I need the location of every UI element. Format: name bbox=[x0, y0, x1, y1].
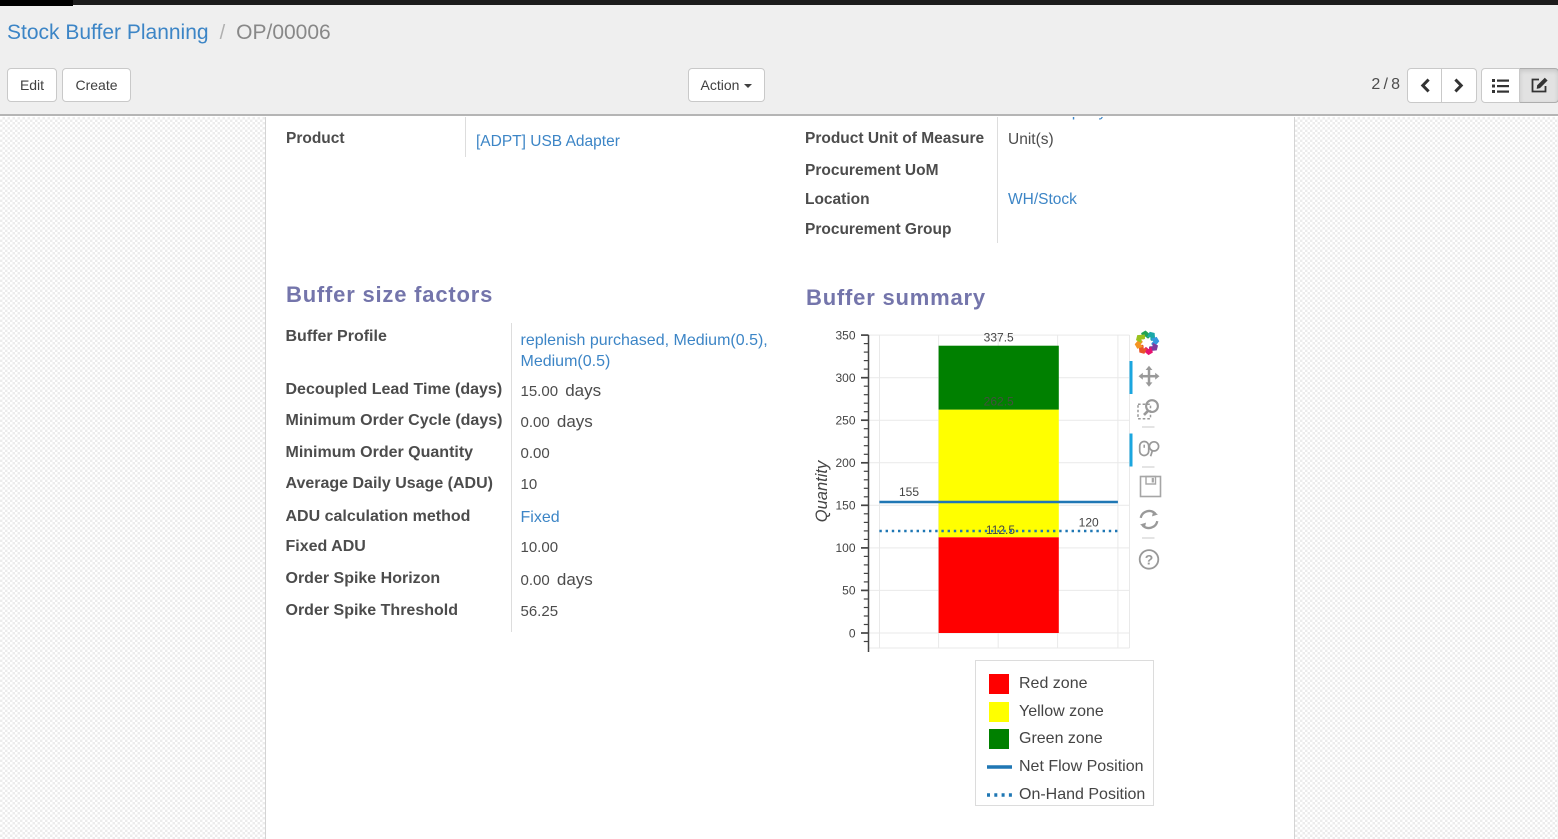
svg-text:262.5: 262.5 bbox=[984, 394, 1014, 408]
svg-text:300: 300 bbox=[835, 371, 855, 385]
svg-text:?: ? bbox=[1145, 552, 1154, 568]
svg-text:112.5: 112.5 bbox=[986, 523, 1015, 537]
svg-text:250: 250 bbox=[835, 414, 855, 428]
svg-text:100: 100 bbox=[835, 541, 855, 555]
svg-text:Quantity: Quantity bbox=[813, 459, 831, 522]
svg-text:155: 155 bbox=[899, 485, 919, 499]
svg-text:350: 350 bbox=[835, 328, 855, 342]
svg-text:50: 50 bbox=[842, 584, 856, 598]
svg-text:200: 200 bbox=[835, 456, 855, 470]
svg-text:0: 0 bbox=[849, 626, 856, 640]
svg-text:337.5: 337.5 bbox=[984, 330, 1014, 344]
svg-text:150: 150 bbox=[835, 499, 855, 513]
svg-text:120: 120 bbox=[1079, 516, 1099, 530]
